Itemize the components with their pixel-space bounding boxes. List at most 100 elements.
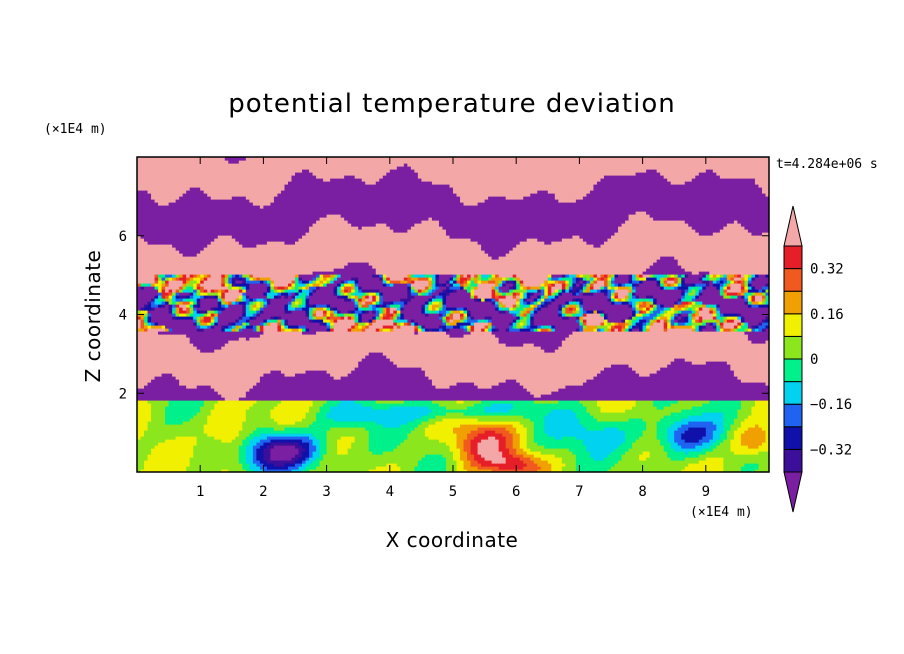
contour-cell [266,436,310,440]
contour-cell [491,469,538,472]
contour-cell [516,322,521,326]
colorbar-swatch [783,290,803,315]
contour-cell [235,319,240,323]
contour-cell [403,313,426,317]
contour-cell [245,409,272,413]
contour-cell [330,322,335,326]
contour-cell [593,457,605,461]
contour-cell [445,463,458,467]
contour-cell [287,322,321,326]
contour-cell [737,316,742,320]
contour-cell [744,319,763,323]
contour-cell [589,274,595,278]
contour-cell [238,337,247,341]
contour-cell [284,307,289,311]
contour-cell [449,184,595,188]
contour-cell [252,436,268,440]
contour-cell [354,289,359,293]
contour-cell [221,274,226,278]
contour-cell [467,406,486,410]
contour-cell [523,325,528,329]
contour-cell [586,406,602,410]
contour-cell [463,202,479,206]
contour-cell [309,328,328,332]
contour-cell [326,445,338,449]
contour-cell [245,469,254,472]
contour-cell [586,277,591,281]
contour-cell [393,448,451,452]
contour-cell [628,328,633,332]
contour-cell [544,304,549,308]
contour-cell [765,430,769,434]
contour-cell [284,427,331,431]
contour-cell [144,430,205,434]
contour-cell [453,313,461,317]
contour-cell [481,328,486,332]
contour-cell [168,301,173,305]
contour-cell [431,292,440,296]
contour-cell [639,301,644,305]
contour-cell [144,466,187,470]
contour-cell [540,451,573,455]
contour-cell [575,301,580,305]
contour-cell [586,427,605,431]
contour-cell [424,373,598,377]
contour-cell [544,427,588,431]
contour-cell [305,286,310,290]
colorbar-swatch [783,448,803,473]
contour-cell [723,415,738,419]
contour-cell [586,241,605,245]
contour-cell [351,292,356,296]
contour-cell [305,412,317,416]
contour-cell [445,289,454,293]
contour-cell [249,388,528,392]
contour-cell [326,370,352,374]
contour-cell [688,223,728,227]
contour-cell [165,274,173,278]
contour-cell [540,292,545,296]
contour-cell [158,202,170,206]
contour-cell [611,274,616,278]
contour-cell [523,286,528,290]
contour-cell [754,295,763,299]
contour-cell [137,178,293,182]
contour-cell [361,301,366,305]
contour-cell [719,322,724,326]
contour-cell [203,400,219,404]
contour-cell [210,319,215,323]
contour-cell [403,304,422,308]
contour-cell [695,289,700,293]
contour-cell [354,298,359,302]
contour-cell [179,304,187,308]
contour-cell [354,316,359,320]
contour-cell [165,421,184,425]
contour-cell [238,397,769,401]
contour-cell [460,448,465,452]
contour-cell [386,277,391,281]
contour-cell [302,463,310,467]
contour-cell [526,289,538,293]
contour-cell [474,322,489,326]
contour-cell [442,304,447,308]
contour-cell [505,295,514,299]
contour-cell [196,292,201,296]
contour-cell [431,307,437,311]
contour-cell [137,331,159,335]
contour-cell [358,322,366,326]
contour-cell [249,433,261,437]
contour-cell [568,334,749,338]
contour-cell [200,409,212,413]
contour-cell [210,274,222,278]
contour-cell [614,283,619,287]
contour-cell [491,319,514,323]
contour-cell [200,310,208,314]
contour-cell [344,280,349,284]
contour-cell [526,310,531,314]
contour-cell [551,301,566,305]
contour-cell [491,301,496,305]
contour-cell [428,313,440,317]
colorbar-swatch [783,268,803,292]
contour-cell [445,457,454,461]
x-tick-label: 9 [702,484,710,500]
contour-cell [670,445,682,449]
